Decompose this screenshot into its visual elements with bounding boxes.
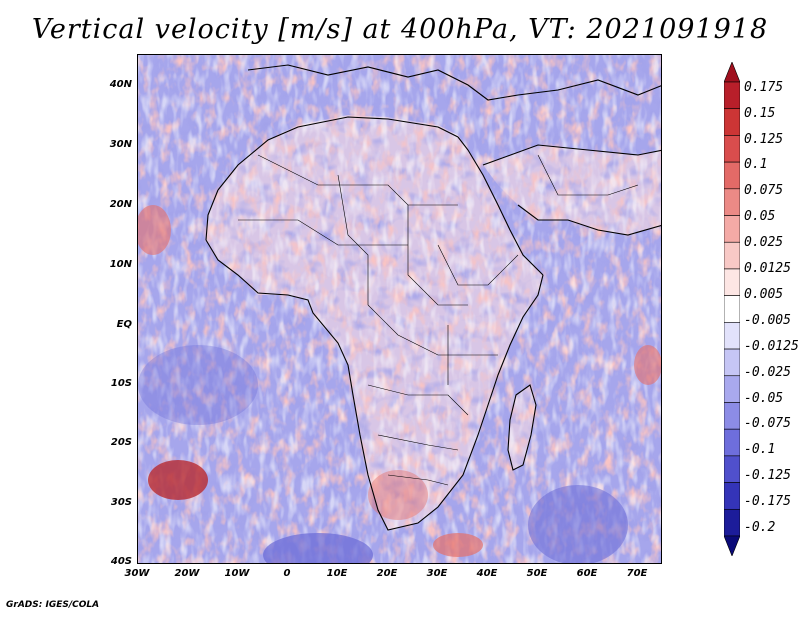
colorbar-label: 0.125 <box>744 132 784 147</box>
colorbar-segment <box>724 375 740 403</box>
ascent-blob-southafrica <box>368 470 428 520</box>
colorbar-label: 0.075 <box>744 183 784 198</box>
colorbar-segment <box>724 188 740 216</box>
lon-label-30e: 30E <box>426 568 448 579</box>
colorbar-label: 0.175 <box>744 80 784 95</box>
lon-label-10e: 10E <box>326 568 348 579</box>
colorbar <box>724 62 740 556</box>
grads-credit: GrADS: IGES/COLA <box>6 600 100 610</box>
lon-label-20w: 20W <box>174 568 200 579</box>
map-title: Vertical velocity [m/s] at 400hPa, VT: 2… <box>31 14 769 45</box>
ascent-blob-westafrica <box>138 205 171 255</box>
lat-label-40n: 40N <box>109 79 132 90</box>
ascent-blob-southeast <box>433 533 483 557</box>
lat-label-30s: 30S <box>110 497 132 508</box>
coastlines <box>205 64 661 531</box>
subsidence-blob-atlantic <box>138 345 258 425</box>
lon-label-70e: 70E <box>626 568 648 579</box>
colorbar-label: -0.005 <box>744 313 791 328</box>
colorbar-segment <box>724 108 740 136</box>
colorbar-segment <box>724 535 740 556</box>
lat-label-20n: 20N <box>109 199 132 210</box>
subsidence-blob-south <box>263 533 373 563</box>
colorbar-segment <box>724 455 740 483</box>
colorbar-segment <box>724 215 740 243</box>
lat-label-30n: 30N <box>109 139 132 150</box>
lat-label-eq: EQ <box>116 319 132 330</box>
colorbar-segment <box>724 268 740 296</box>
colorbar-segment <box>724 62 740 83</box>
colorbar-label: 0.1 <box>744 157 768 172</box>
colorbar-segment <box>724 402 740 430</box>
lat-label-20s: 20S <box>110 437 132 448</box>
colorbar-label: -0.075 <box>744 416 791 431</box>
lon-label-40e: 40E <box>476 568 498 579</box>
colorbar-label: -0.05 <box>744 391 784 406</box>
lon-label-0: 0 <box>283 568 291 579</box>
lon-label-20e: 20E <box>376 568 398 579</box>
lon-label-50e: 50E <box>526 568 548 579</box>
neutral-texture <box>138 55 661 563</box>
colorbar-label: 0.005 <box>744 287 784 302</box>
colorbar-label: -0.125 <box>744 468 791 483</box>
colorbar-segment <box>724 322 740 350</box>
colorbar-label: -0.025 <box>744 365 791 380</box>
lon-label-10w: 10W <box>224 568 250 579</box>
colorbar-label: 0.15 <box>744 106 776 121</box>
colorbar-segment <box>724 241 740 270</box>
colorbar-segment <box>724 81 740 110</box>
colorbar-label: -0.0125 <box>744 339 799 354</box>
colorbar-segment <box>724 295 740 323</box>
colorbar-label: -0.175 <box>744 494 791 509</box>
colorbar-label: 0.0125 <box>744 261 791 276</box>
subsidence-blob-southeast <box>528 485 628 563</box>
lat-label-40s: 40S <box>110 556 132 567</box>
lon-label-30w: 30W <box>124 568 150 579</box>
ascent-blob-indianocean <box>634 345 661 385</box>
lat-label-10n: 10N <box>109 259 132 270</box>
colorbar-segment <box>724 482 740 510</box>
colorbar-label: -0.2 <box>744 520 776 535</box>
country-borders <box>238 154 639 486</box>
colorbar-segment <box>724 508 740 537</box>
colorbar-segment <box>724 428 740 457</box>
ascent-blob-southatlantic <box>148 460 208 500</box>
colorbar-label: 0.05 <box>744 209 776 224</box>
colorbar-segment <box>724 161 740 190</box>
colorbar-label: -0.1 <box>744 442 776 457</box>
colorbar-segment <box>724 348 740 377</box>
velocity-field <box>138 55 661 563</box>
map-panel[interactable] <box>137 54 662 564</box>
lon-label-60e: 60E <box>576 568 598 579</box>
colorbar-segment <box>724 135 740 163</box>
lat-label-10s: 10S <box>110 378 132 389</box>
colorbar-label: 0.025 <box>744 235 784 250</box>
